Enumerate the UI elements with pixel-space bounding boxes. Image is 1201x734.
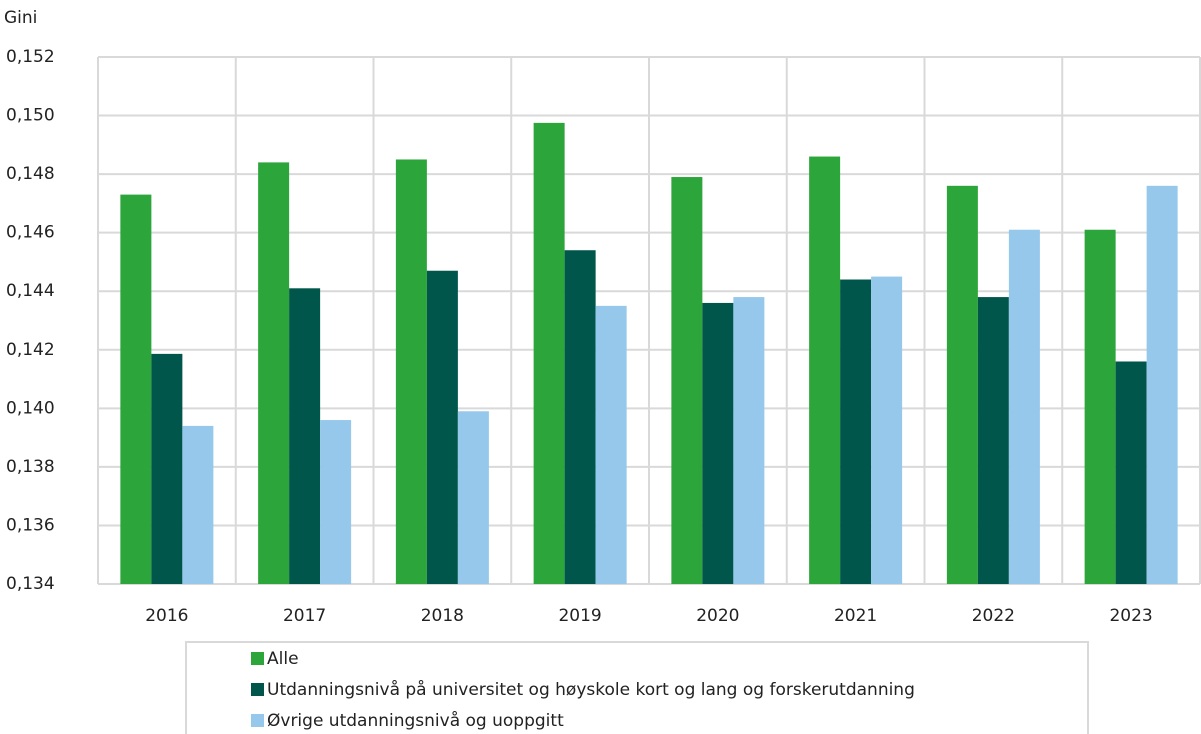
- bar: [977, 297, 1009, 584]
- bar: [289, 288, 321, 584]
- bar: [733, 297, 765, 584]
- bar: [182, 425, 214, 584]
- bar: [320, 420, 352, 584]
- bar: [671, 177, 703, 585]
- y-tick-label: 0,148: [6, 164, 55, 184]
- x-tick-label: 2016: [145, 606, 188, 626]
- x-tick-label: 2023: [1109, 606, 1152, 626]
- x-tick-label: 2020: [696, 606, 739, 626]
- bar: [258, 162, 290, 584]
- legend-swatch: [251, 714, 264, 727]
- legend-swatch: [251, 683, 264, 696]
- legend-label: Øvrige utdanningsnivå og uoppgitt: [267, 710, 564, 731]
- bar: [809, 156, 841, 585]
- bar: [1084, 229, 1116, 584]
- bar: [1008, 229, 1040, 584]
- bar: [457, 411, 489, 584]
- x-tick-label: 2021: [834, 606, 877, 626]
- y-tick-label: 0,138: [6, 457, 55, 477]
- y-tick-label: 0,144: [6, 281, 55, 301]
- bar: [426, 270, 458, 584]
- x-tick-label: 2022: [972, 606, 1015, 626]
- bar: [151, 353, 183, 584]
- legend-box: [185, 641, 1089, 734]
- legend-swatch: [251, 652, 264, 665]
- x-tick-label: 2018: [421, 606, 464, 626]
- y-axis-label: Gini: [4, 8, 37, 28]
- bar: [946, 185, 978, 585]
- bar: [564, 250, 596, 584]
- bar: [871, 276, 903, 584]
- y-tick-label: 0,136: [6, 515, 55, 535]
- bar: [702, 302, 734, 584]
- y-tick-label: 0,150: [6, 106, 55, 126]
- legend-label: Utdanningsnivå på universitet og høyskol…: [267, 679, 915, 700]
- bar: [1146, 185, 1178, 585]
- bar: [533, 122, 565, 584]
- y-tick-label: 0,142: [6, 340, 55, 360]
- y-tick-label: 0,140: [6, 398, 55, 418]
- x-tick-label: 2017: [283, 606, 326, 626]
- bar: [840, 279, 872, 584]
- y-tick-label: 0,152: [6, 47, 55, 67]
- bar: [1115, 361, 1147, 584]
- x-tick-label: 2019: [558, 606, 601, 626]
- legend-label: Alle: [267, 649, 299, 669]
- y-tick-label: 0,134: [6, 574, 55, 594]
- bar: [595, 305, 627, 584]
- bar: [395, 159, 427, 584]
- bar: [120, 194, 152, 584]
- y-tick-label: 0,146: [6, 223, 55, 243]
